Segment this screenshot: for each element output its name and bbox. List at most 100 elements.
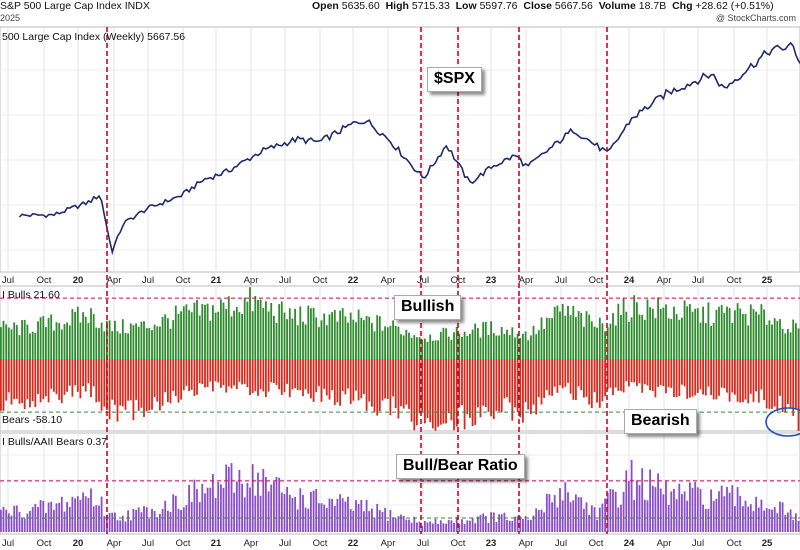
bear-bar xyxy=(339,359,341,406)
bull-bar xyxy=(651,308,654,359)
bull-bar xyxy=(535,334,538,359)
ratio-bar xyxy=(137,507,140,532)
ratio-bar xyxy=(373,517,376,532)
ratio-bar xyxy=(42,500,45,532)
bear-bar xyxy=(421,359,424,412)
bear-bar xyxy=(161,359,164,406)
ratio-bar xyxy=(548,494,551,532)
bear-bar xyxy=(119,359,122,406)
x-axis-label: Oct xyxy=(451,538,466,549)
bear-bar xyxy=(55,359,58,395)
bull-bar xyxy=(246,301,249,359)
bull-bar xyxy=(198,315,201,359)
bull-bar xyxy=(119,333,122,359)
x-axis-label: Jul xyxy=(142,275,154,286)
bear-bar xyxy=(450,359,453,421)
bull-bar xyxy=(50,314,53,359)
bear-bar xyxy=(683,359,686,387)
bull-bar xyxy=(169,328,172,359)
ratio-bar xyxy=(312,490,315,532)
ratio-bar xyxy=(68,507,71,532)
ratio-bar xyxy=(275,477,278,532)
ratio-bar xyxy=(553,495,556,532)
ratio-bar xyxy=(278,477,281,532)
bull-bar xyxy=(270,303,273,359)
bear-bar xyxy=(527,359,530,410)
bear-bar xyxy=(132,359,135,421)
ratio-bar xyxy=(286,486,288,532)
ratio-bar xyxy=(723,496,726,532)
bear-bar xyxy=(760,359,763,390)
ratio-bar xyxy=(482,513,485,532)
bear-bar xyxy=(283,359,286,393)
open-value: 5635.60 xyxy=(341,0,380,12)
x-axis-label: 23 xyxy=(486,538,497,549)
bear-bar xyxy=(42,359,45,400)
bull-bar xyxy=(646,299,649,359)
bear-bar xyxy=(482,359,485,406)
bear-bar xyxy=(564,359,567,387)
x-axis-label: Oct xyxy=(727,275,742,286)
bear-bar xyxy=(111,359,114,400)
bear-bar xyxy=(405,359,408,405)
ratio-bar xyxy=(378,510,381,532)
bull-bar xyxy=(31,331,34,359)
bull-bar xyxy=(508,334,511,359)
bull-bar xyxy=(527,340,530,359)
ratio-bar xyxy=(673,488,675,532)
bear-bar xyxy=(66,359,68,392)
bull-bar xyxy=(617,303,620,359)
ratio-bar xyxy=(169,512,172,532)
ratio-bar xyxy=(744,500,747,532)
ratio-bar xyxy=(111,512,114,532)
close-label: Close xyxy=(523,0,552,12)
ratio-bar xyxy=(492,512,495,532)
ratio-series xyxy=(0,459,800,532)
bull-bar xyxy=(689,304,691,359)
bull-bar xyxy=(84,316,87,359)
x-axis-label: Oct xyxy=(176,538,191,549)
bear-bar xyxy=(673,359,675,397)
bull-bar xyxy=(193,302,196,359)
bull-bar xyxy=(450,339,453,359)
ratio-bar xyxy=(66,502,68,532)
ratio-bar xyxy=(707,509,710,532)
x-axis-price: Jul Oct 20 Apr Jul Oct 21 Apr Jul Oct 22 Apr Jul Oct 2… xyxy=(2,275,773,286)
ratio-bar xyxy=(691,487,694,532)
ratio-bar xyxy=(145,507,148,532)
vertical-markers xyxy=(106,27,608,534)
bull-bar xyxy=(662,307,665,359)
ratio-bar xyxy=(469,520,471,532)
bull-bar xyxy=(598,317,601,359)
bear-bar xyxy=(394,359,397,409)
bear-bar xyxy=(477,359,479,408)
ratio-bar xyxy=(262,469,265,532)
ratio-bar xyxy=(588,514,591,532)
bear-bar xyxy=(288,359,291,398)
ratio-bar xyxy=(479,515,482,532)
bear-bar xyxy=(707,359,710,387)
ratio-bar xyxy=(273,481,275,532)
bull-bar xyxy=(402,335,405,359)
bull-bar xyxy=(601,323,604,359)
bull-bar xyxy=(90,308,92,359)
bear-bar xyxy=(209,359,212,382)
bull-bar xyxy=(482,322,485,359)
bear-bar xyxy=(164,359,167,393)
bull-bar xyxy=(259,299,262,359)
ratio-bar xyxy=(201,484,204,532)
x-axis-label: 21 xyxy=(211,538,222,549)
ratio-bar xyxy=(26,513,29,532)
bear-bar xyxy=(15,359,18,399)
bull-bar xyxy=(553,306,556,359)
bear-bar xyxy=(68,359,71,386)
ratio-bar xyxy=(739,495,742,532)
bull-bar xyxy=(498,335,500,359)
bull-bar xyxy=(795,323,797,359)
bull-bar xyxy=(434,340,437,359)
bull-bar xyxy=(479,337,482,359)
ratio-bar xyxy=(628,481,630,532)
bull-bar xyxy=(87,323,90,359)
bear-bar xyxy=(291,359,294,390)
ratio-bar xyxy=(710,489,712,532)
